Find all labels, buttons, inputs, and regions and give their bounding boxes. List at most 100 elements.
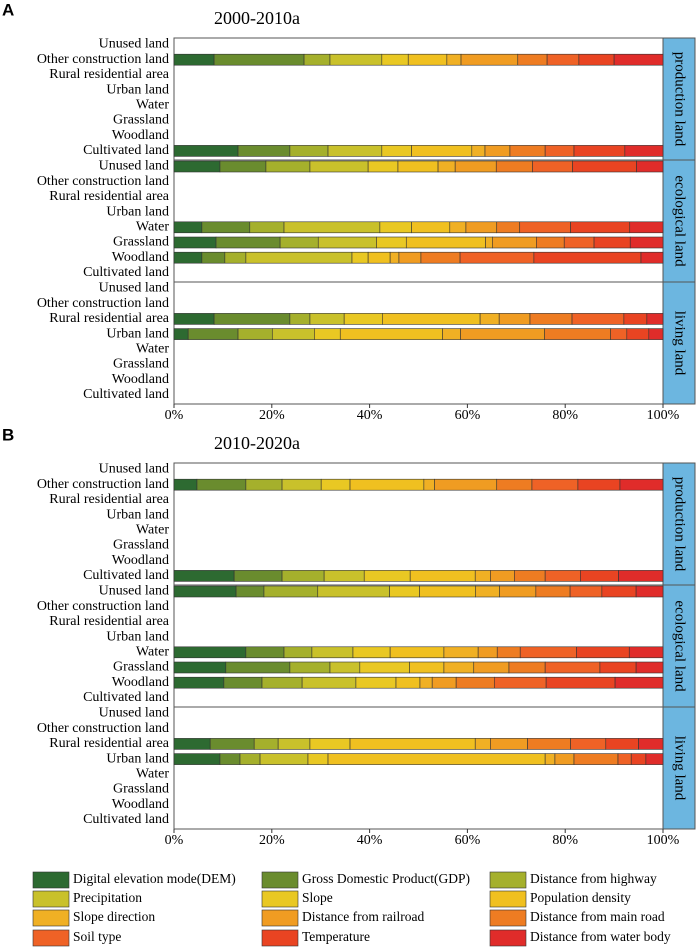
- bar-segment: [173, 160, 221, 173]
- category-label: Cultivated land: [83, 568, 169, 583]
- facet-label: living land: [672, 736, 688, 801]
- bar-segment: [277, 738, 311, 750]
- bar-segment: [527, 738, 571, 750]
- x-tick-label: 0%: [165, 833, 184, 848]
- bar-segment: [635, 661, 664, 674]
- legend-label: Distance from water body: [530, 929, 671, 944]
- bar-segment: [496, 478, 533, 491]
- bar-segment: [477, 646, 498, 659]
- bar-segment: [571, 313, 625, 325]
- bar-segment: [544, 570, 581, 582]
- facet-label: production land: [672, 52, 688, 147]
- bar-segment: [646, 313, 664, 325]
- bar-segment: [490, 570, 515, 582]
- facet-frame: [173, 281, 664, 405]
- legend-label: Gross Domestic Product(GDP): [302, 871, 470, 886]
- category-label: Water: [136, 645, 169, 660]
- bar-segment: [303, 53, 331, 66]
- bar-segment: [517, 53, 548, 66]
- category-label: Water: [136, 220, 169, 235]
- x-tick-label: 40%: [357, 833, 383, 848]
- bar-segment: [605, 738, 639, 750]
- bar-segment: [311, 646, 354, 659]
- bar-segment: [546, 53, 580, 66]
- bar-segment: [279, 236, 319, 249]
- category-label: Cultivated land: [83, 265, 169, 280]
- category-label: Grassland: [113, 782, 169, 797]
- bar-segment: [327, 145, 383, 157]
- x-tick-label: 60%: [455, 833, 481, 848]
- bar-segment: [593, 236, 631, 249]
- bar-segment: [349, 738, 476, 750]
- bar-segment: [245, 251, 353, 264]
- category-label: Rural residential area: [49, 67, 170, 82]
- bar-segment: [460, 53, 519, 66]
- bar-segment: [580, 570, 619, 582]
- bar-segment: [173, 676, 225, 689]
- bar-segment: [339, 328, 443, 340]
- bar-segment: [245, 646, 285, 659]
- category-label: Rural residential area: [49, 189, 170, 204]
- bar-segment: [544, 328, 611, 340]
- bar-segment: [224, 251, 247, 264]
- category-label: Urban land: [106, 751, 169, 766]
- bar-segment: [209, 738, 255, 750]
- bar-segment: [536, 236, 565, 249]
- bar-segment: [624, 145, 664, 157]
- bar-segment: [442, 328, 461, 340]
- bar-segment: [617, 753, 632, 765]
- category-label: Other construction land: [37, 296, 169, 311]
- bar-segment: [532, 160, 573, 173]
- bar-segment: [173, 145, 239, 157]
- category-label: Grassland: [113, 357, 169, 372]
- bar-segment: [281, 478, 322, 491]
- facet-frame: [173, 706, 664, 830]
- bar-segment: [572, 160, 637, 173]
- legend-swatch: [489, 871, 527, 889]
- bar-segment: [382, 313, 481, 325]
- bar-segment: [173, 585, 237, 598]
- bar-segment: [329, 661, 361, 674]
- category-label: Cultivated land: [83, 143, 169, 158]
- legend-label: Slope direction: [73, 909, 155, 924]
- bar-segment: [533, 251, 642, 264]
- legend-swatch: [32, 909, 70, 927]
- bar-segment: [640, 251, 664, 264]
- category-label: Woodland: [112, 250, 169, 265]
- bar-segment: [389, 251, 400, 264]
- bar-segment: [531, 478, 579, 491]
- bar-segment: [577, 478, 621, 491]
- category-label: Urban land: [106, 326, 169, 341]
- category-label: Grassland: [113, 113, 169, 128]
- legend-swatch: [261, 890, 299, 908]
- category-label: Grassland: [113, 660, 169, 675]
- legend-swatch: [32, 890, 70, 908]
- bar-segment: [578, 53, 615, 66]
- legend-label: Distance from highway: [530, 871, 657, 886]
- legend-label: Slope: [302, 890, 333, 905]
- x-tick-label: 20%: [259, 833, 285, 848]
- facet-strip: [662, 706, 696, 830]
- bar-segment: [173, 661, 227, 674]
- category-label: Cultivated land: [83, 690, 169, 705]
- facet-frame: [173, 159, 664, 283]
- facet-strip: [662, 159, 696, 283]
- legend-label: Temperature: [302, 929, 370, 944]
- bar-segment: [492, 236, 537, 249]
- bar-segment: [610, 328, 628, 340]
- bar-segment: [405, 236, 486, 249]
- bar-segment: [173, 221, 203, 234]
- bar-segment: [327, 753, 546, 765]
- bar-segment: [459, 251, 535, 264]
- bar-segment: [359, 661, 410, 674]
- bar-segment: [219, 160, 267, 173]
- legend-label: Precipitation: [73, 890, 142, 905]
- bar-segment: [213, 53, 305, 66]
- bar-segment: [409, 570, 476, 582]
- bar-segment: [420, 251, 461, 264]
- bar-segment: [173, 251, 203, 264]
- bar-segment: [619, 478, 664, 491]
- bar-segment: [281, 570, 325, 582]
- bar-segment: [570, 738, 607, 750]
